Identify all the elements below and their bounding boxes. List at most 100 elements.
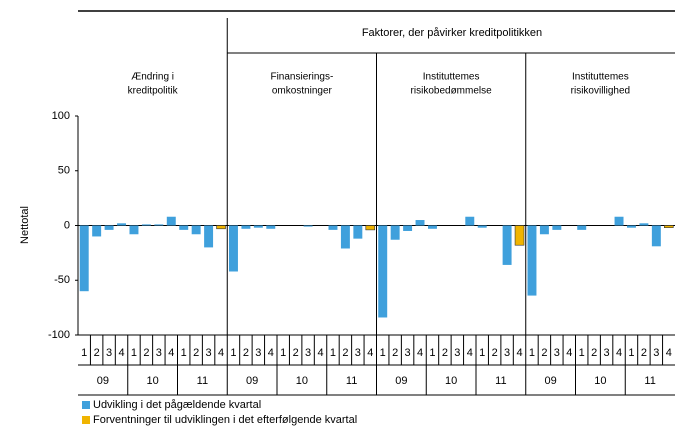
year-label: 10	[445, 375, 457, 387]
legend-label: Udvikling i det pågældende kvartal	[93, 399, 261, 411]
quarter-label: 2	[293, 347, 299, 359]
year-label: 10	[594, 375, 606, 387]
panel-title: Instituttemes	[423, 72, 480, 83]
quarter-label: 2	[94, 347, 100, 359]
quarter-label: 1	[81, 347, 87, 359]
quarter-label: 1	[579, 347, 585, 359]
bar	[427, 225, 437, 229]
bar	[514, 225, 525, 246]
year-label: 11	[495, 375, 506, 387]
bar	[353, 225, 363, 239]
bar	[477, 225, 487, 228]
bar	[626, 225, 636, 228]
legend-label: Forventninger til udviklingen i det efte…	[93, 414, 357, 426]
quarter-label: 4	[516, 347, 522, 359]
quarter-label: 3	[206, 347, 212, 359]
panel-title: kreditpolitik	[128, 86, 179, 97]
y-tick-label: -100	[48, 329, 70, 341]
quarter-label: 1	[330, 347, 336, 359]
quarter-label: 2	[492, 347, 498, 359]
quarter-label: 4	[616, 347, 622, 359]
bar	[328, 225, 338, 230]
bar	[191, 225, 201, 235]
legend-swatch	[82, 401, 90, 409]
quarter-label: 2	[641, 347, 647, 359]
year-label: 09	[545, 375, 557, 387]
bar	[415, 220, 425, 226]
y-axis-label: Nettotal	[19, 206, 31, 244]
bar	[92, 225, 102, 237]
bar	[502, 225, 512, 265]
quarter-label: 3	[653, 347, 659, 359]
quarter-label: 2	[342, 347, 348, 359]
bar	[228, 225, 238, 272]
bar	[614, 216, 624, 226]
bar	[216, 225, 226, 230]
quarter-label: 3	[106, 347, 112, 359]
bar	[539, 225, 549, 235]
quarter-label: 4	[666, 347, 672, 359]
quarter-label: 1	[181, 347, 187, 359]
bar	[154, 224, 164, 226]
panel-title: Instituttemes	[572, 72, 629, 83]
y-tick-label: 100	[52, 110, 70, 122]
y-tick-label: 0	[64, 219, 70, 231]
quarter-label: 4	[218, 347, 224, 359]
bar	[179, 225, 189, 230]
year-label: 09	[246, 375, 258, 387]
quarter-label: 4	[467, 347, 473, 359]
quarter-label: 3	[454, 347, 460, 359]
quarter-label: 3	[554, 347, 560, 359]
bar	[639, 223, 649, 226]
quarter-label: 4	[118, 347, 124, 359]
bar	[129, 225, 139, 235]
quarter-label: 3	[504, 347, 510, 359]
quarter-label: 4	[566, 347, 572, 359]
bar	[378, 225, 388, 318]
bar	[403, 225, 413, 231]
quarter-label: 1	[230, 347, 236, 359]
year-label: 10	[296, 375, 308, 387]
bar	[465, 216, 475, 226]
year-label: 11	[346, 375, 357, 387]
year-label: 09	[97, 375, 109, 387]
bar	[365, 225, 376, 231]
quarter-label: 1	[529, 347, 535, 359]
legend-swatch	[82, 416, 90, 424]
quarter-label: 1	[479, 347, 485, 359]
bar	[104, 225, 114, 230]
quarter-label: 4	[417, 347, 423, 359]
panel-title: Ændring i	[131, 72, 174, 83]
quarter-label: 2	[591, 347, 597, 359]
quarter-label: 1	[628, 347, 634, 359]
bar	[141, 224, 151, 226]
quarter-label: 3	[405, 347, 411, 359]
panel-title: risikobedømmelse	[411, 86, 493, 97]
year-label: 11	[644, 375, 655, 387]
quarter-label: 4	[317, 347, 323, 359]
quarter-label: 4	[268, 347, 274, 359]
bar	[204, 225, 214, 248]
quarter-label: 4	[168, 347, 174, 359]
quarter-label: 1	[429, 347, 435, 359]
quarter-label: 1	[380, 347, 386, 359]
y-tick-label: 50	[58, 165, 70, 177]
quarter-label: 2	[541, 347, 547, 359]
bar	[117, 223, 127, 226]
header: Faktorer, der påvirker kreditpolitikken	[362, 27, 542, 39]
bar	[79, 225, 89, 292]
quarter-label: 2	[392, 347, 398, 359]
quarter-label: 3	[255, 347, 261, 359]
quarter-label: 3	[604, 347, 610, 359]
year-label: 11	[197, 375, 208, 387]
bar	[390, 225, 400, 240]
quarter-label: 2	[442, 347, 448, 359]
bar	[241, 225, 251, 229]
bar	[253, 225, 263, 228]
bar	[527, 225, 537, 296]
quarter-label: 1	[131, 347, 137, 359]
bar	[577, 225, 587, 230]
y-tick-label: -50	[54, 274, 70, 286]
quarter-label: 2	[243, 347, 249, 359]
